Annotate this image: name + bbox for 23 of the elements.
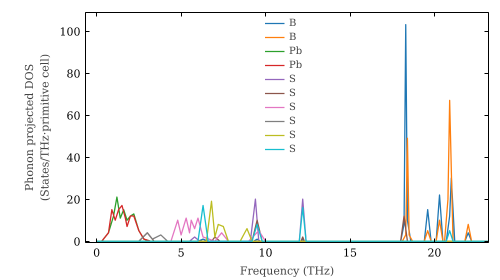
x-tick-label: 5 (178, 246, 185, 260)
legend-label: B (289, 30, 298, 44)
legend-label: Pb (289, 44, 304, 58)
legend-label: B (289, 16, 298, 30)
y-tick-label: 20 (66, 194, 81, 207)
x-tick-label: 0 (93, 246, 100, 260)
x-tick-label: 15 (343, 246, 357, 260)
legend-label: S (289, 86, 297, 100)
y-tick-label: 80 (66, 68, 81, 81)
legend-label: S (289, 114, 297, 128)
legend-label: S (289, 128, 297, 142)
x-tick-label: 20 (427, 246, 442, 260)
legend-label: Pb (289, 58, 304, 72)
legend-label: S (289, 100, 297, 114)
y-tick-label: 100 (60, 26, 81, 38)
y-tick-label: 0 (74, 236, 80, 249)
y-axis-title: Phonon projected DOS (States/THz·primitive cell) (22, 54, 52, 202)
x-tick-label: 10 (258, 246, 273, 260)
y-tick-label: 60 (66, 110, 81, 123)
legend-label: S (289, 142, 297, 156)
y-tick-label: 40 (66, 152, 81, 165)
x-axis-title: Frequency (THz) (240, 264, 334, 278)
legend-label: S (289, 72, 297, 86)
